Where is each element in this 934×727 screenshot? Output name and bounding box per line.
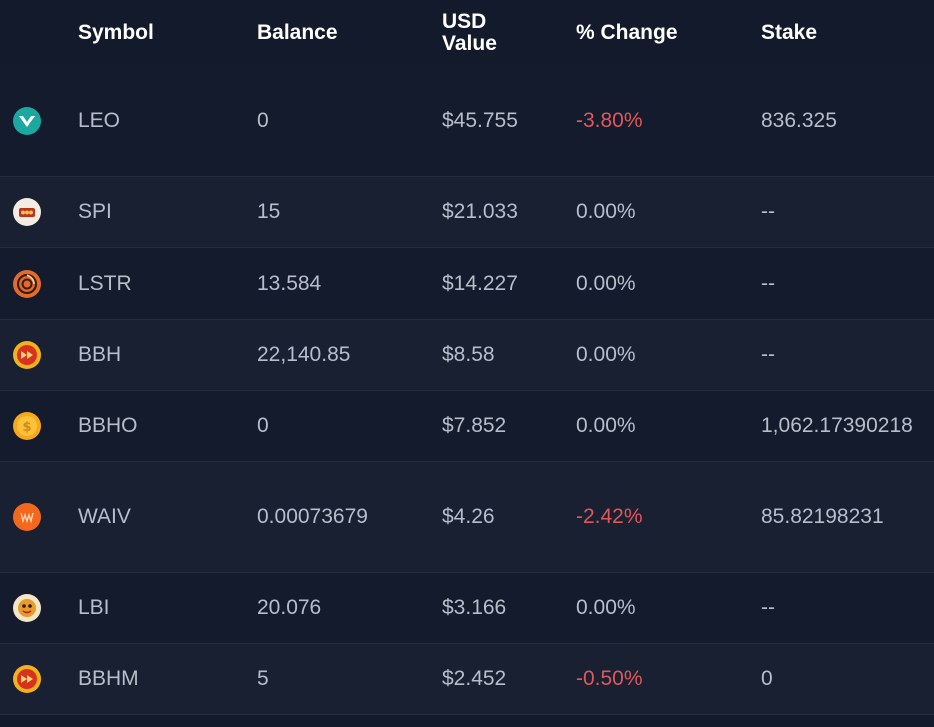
token-change: -2.42% <box>576 505 643 528</box>
token-symbol: LBI <box>78 596 110 619</box>
header-stake[interactable]: Stake <box>761 21 818 44</box>
token-usd-value: $21.033 <box>442 200 518 223</box>
token-symbol: LSTR <box>78 271 132 295</box>
bbh-icon <box>12 340 42 370</box>
table-row[interactable]: $ BBHO 0 $7.852 0.00% 1,062.17390218 <box>0 391 934 462</box>
header-usd-value[interactable]: USD Value <box>442 0 497 65</box>
table-header: Symbol Balance USD Value % Change Stake <box>0 0 934 66</box>
token-change: 0.00% <box>576 271 636 295</box>
table-row[interactable]: LBI 20.076 $3.166 0.00% -- <box>0 573 934 644</box>
header-symbol[interactable]: Symbol <box>78 21 154 44</box>
token-symbol: BBHO <box>78 414 138 437</box>
header-change[interactable]: % Change <box>576 21 678 44</box>
table-row[interactable]: BBHM 5 $2.452 -0.50% 0 <box>0 644 934 715</box>
token-balance: 5 <box>257 667 269 690</box>
table-row[interactable]: WAIV 0.00073679 $4.26 -2.42% 85.82198231 <box>0 462 934 573</box>
table-row[interactable]: BBH 22,140.85 $8.58 0.00% -- <box>0 320 934 391</box>
token-balance: 13.584 <box>257 271 322 295</box>
svg-text:$: $ <box>22 420 31 435</box>
token-change: 0.00% <box>576 414 636 437</box>
token-stake: -- <box>761 596 775 619</box>
token-symbol: WAIV <box>78 505 131 528</box>
token-stake: -- <box>761 343 775 366</box>
token-usd-value: $2.452 <box>442 667 507 690</box>
header-usd-line2: Value <box>442 31 497 55</box>
token-usd-value: $45.755 <box>442 108 518 132</box>
bbhm-icon <box>12 664 42 694</box>
token-symbol: BBH <box>78 343 122 366</box>
leo-icon <box>12 106 42 136</box>
header-balance[interactable]: Balance <box>257 21 338 44</box>
waiv-icon <box>12 502 42 532</box>
token-usd-value: $14.227 <box>442 271 518 295</box>
table-row[interactable]: LEO 0 $45.755 -3.80% 836.325 <box>0 65 934 177</box>
lbi-icon <box>12 593 42 623</box>
token-balance: 15 <box>257 200 281 223</box>
token-balance: 0.00073679 <box>257 505 368 528</box>
lstr-icon <box>12 269 42 299</box>
token-usd-value: $7.852 <box>442 414 507 437</box>
spi-icon <box>12 197 42 227</box>
token-stake: 1,062.17390218 <box>761 414 913 437</box>
token-usd-value: $8.58 <box>442 343 495 366</box>
token-usd-value: $4.26 <box>442 505 495 528</box>
token-stake: 836.325 <box>761 108 837 132</box>
token-change: 0.00% <box>576 200 636 223</box>
token-symbol: BBHM <box>78 667 139 690</box>
token-change: -0.50% <box>576 667 643 690</box>
table-row[interactable]: LSTR 13.584 $14.227 0.00% -- <box>0 248 934 320</box>
token-balance: 0 <box>257 414 269 437</box>
token-change: 0.00% <box>576 343 636 366</box>
token-balance: 20.076 <box>257 596 322 619</box>
token-usd-value: $3.166 <box>442 596 507 619</box>
token-balance: 22,140.85 <box>257 343 351 366</box>
header-usd-line1: USD <box>442 9 487 33</box>
token-change: -3.80% <box>576 108 643 132</box>
token-stake: -- <box>761 200 775 223</box>
token-balance: 0 <box>257 108 269 132</box>
token-change: 0.00% <box>576 596 636 619</box>
table-row[interactable]: SPI 15 $21.033 0.00% -- <box>0 177 934 248</box>
token-stake: -- <box>761 271 775 295</box>
bbho-icon: $ <box>12 411 42 441</box>
token-symbol: LEO <box>78 108 121 132</box>
token-stake: 0 <box>761 667 773 690</box>
token-stake: 85.82198231 <box>761 505 884 528</box>
token-symbol: SPI <box>78 200 112 223</box>
